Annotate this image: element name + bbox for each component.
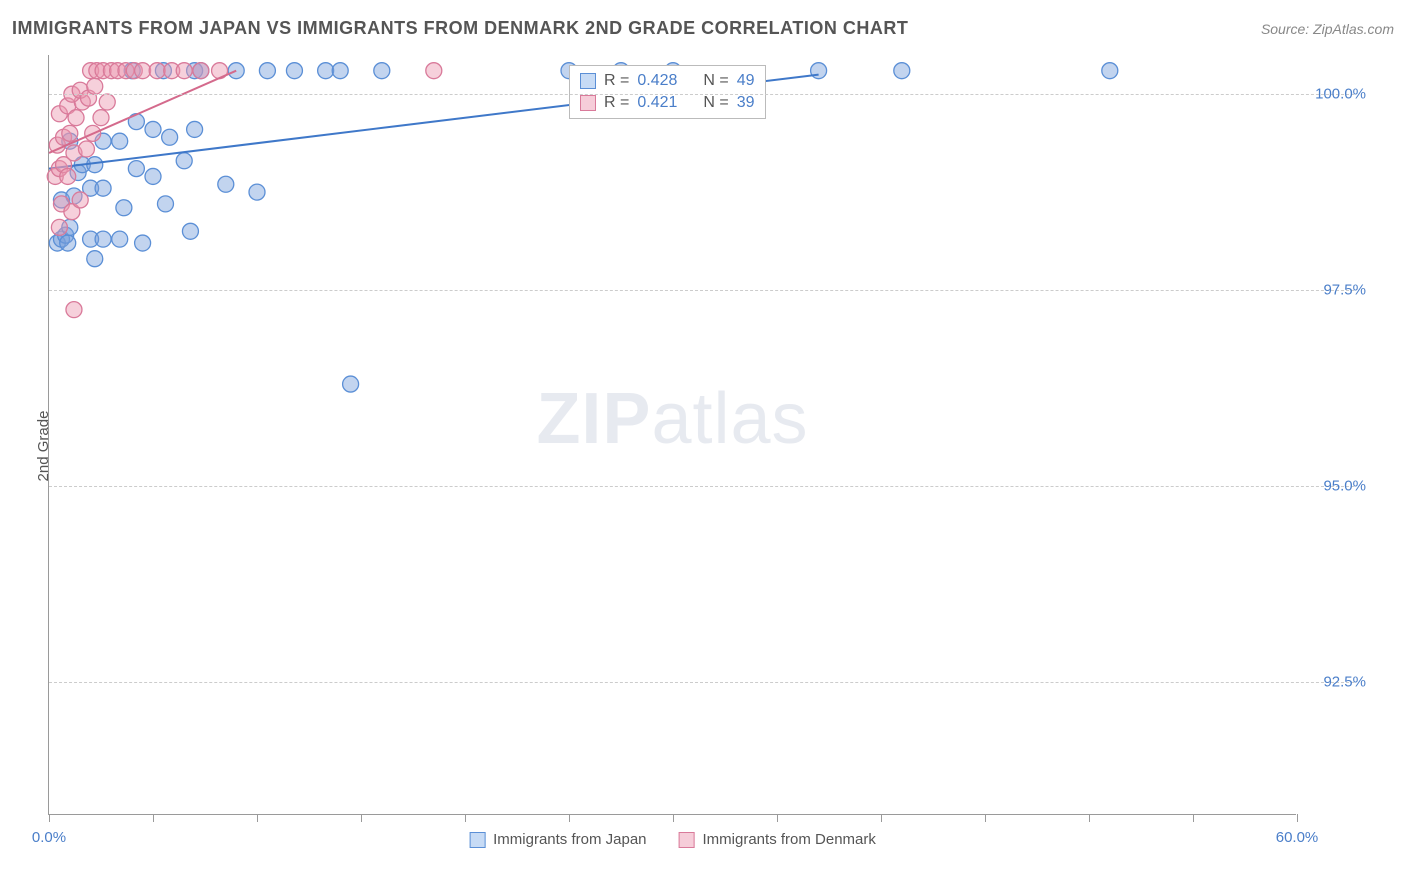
x-tick — [881, 814, 882, 822]
x-tick — [49, 814, 50, 822]
scatter-point-japan — [112, 133, 128, 149]
y-tick-label: 97.5% — [1304, 282, 1366, 299]
y-tick-label: 95.0% — [1304, 477, 1366, 494]
y-tick-label: 92.5% — [1304, 673, 1366, 690]
scatter-point-japan — [374, 63, 390, 79]
x-tick — [985, 814, 986, 822]
x-tick-label: 0.0% — [32, 829, 66, 846]
plot-area: ZIPatlas R = 0.428N = 49R = 0.421N = 39 … — [48, 55, 1296, 815]
scatter-point-denmark — [99, 94, 115, 110]
scatter-point-japan — [145, 121, 161, 137]
x-tick-label: 60.0% — [1276, 829, 1319, 846]
stats-swatch-denmark — [580, 95, 596, 111]
scatter-point-denmark — [62, 125, 78, 141]
x-tick — [569, 814, 570, 822]
scatter-point-japan — [187, 121, 203, 137]
scatter-point-japan — [135, 235, 151, 251]
scatter-point-denmark — [149, 63, 165, 79]
scatter-point-japan — [60, 235, 76, 251]
scatter-point-japan — [145, 168, 161, 184]
scatter-point-denmark — [426, 63, 442, 79]
scatter-point-denmark — [51, 219, 67, 235]
stats-row-japan: R = 0.428N = 49 — [580, 70, 755, 92]
scatter-point-japan — [95, 231, 111, 247]
scatter-point-japan — [157, 196, 173, 212]
scatter-point-japan — [249, 184, 265, 200]
scatter-point-japan — [343, 376, 359, 392]
scatter-point-denmark — [72, 192, 88, 208]
chart-source: Source: ZipAtlas.com — [1261, 21, 1394, 37]
x-tick — [361, 814, 362, 822]
scatter-point-japan — [162, 129, 178, 145]
x-tick — [777, 814, 778, 822]
x-tick — [1297, 814, 1298, 822]
scatter-point-denmark — [60, 168, 76, 184]
legend-label-japan: Immigrants from Japan — [493, 831, 646, 848]
legend-label-denmark: Immigrants from Denmark — [703, 831, 876, 848]
scatter-point-japan — [894, 63, 910, 79]
scatter-point-japan — [218, 176, 234, 192]
x-tick — [673, 814, 674, 822]
scatter-point-japan — [259, 63, 275, 79]
scatter-svg — [49, 55, 1296, 814]
scatter-point-japan — [286, 63, 302, 79]
legend-item-japan: Immigrants from Japan — [469, 831, 646, 848]
gridline-h — [49, 290, 1354, 291]
legend-swatch-denmark — [679, 832, 695, 848]
scatter-point-japan — [87, 251, 103, 267]
scatter-point-japan — [95, 180, 111, 196]
y-tick-label: 100.0% — [1304, 86, 1366, 103]
gridline-h — [49, 486, 1354, 487]
bottom-legend: Immigrants from Japan Immigrants from Den… — [469, 831, 876, 848]
scatter-point-japan — [318, 63, 334, 79]
chart-title: IMMIGRANTS FROM JAPAN VS IMMIGRANTS FROM… — [12, 18, 908, 39]
scatter-point-denmark — [193, 63, 209, 79]
scatter-point-denmark — [135, 63, 151, 79]
stats-row-denmark: R = 0.421N = 39 — [580, 92, 755, 114]
scatter-point-japan — [116, 200, 132, 216]
x-tick — [153, 814, 154, 822]
stats-swatch-japan — [580, 73, 596, 89]
scatter-point-denmark — [78, 141, 94, 157]
x-tick — [1089, 814, 1090, 822]
x-tick — [257, 814, 258, 822]
scatter-point-japan — [176, 153, 192, 169]
scatter-point-denmark — [87, 78, 103, 94]
gridline-h — [49, 94, 1354, 95]
x-tick — [465, 814, 466, 822]
legend-item-denmark: Immigrants from Denmark — [679, 831, 876, 848]
scatter-point-japan — [182, 223, 198, 239]
scatter-point-denmark — [176, 63, 192, 79]
scatter-point-denmark — [68, 110, 84, 126]
scatter-point-japan — [332, 63, 348, 79]
x-tick — [1193, 814, 1194, 822]
scatter-point-denmark — [93, 110, 109, 126]
scatter-point-japan — [128, 161, 144, 177]
scatter-point-denmark — [66, 302, 82, 318]
scatter-point-japan — [1102, 63, 1118, 79]
gridline-h — [49, 682, 1354, 683]
correlation-stats-box: R = 0.428N = 49R = 0.421N = 39 — [569, 65, 766, 119]
scatter-point-japan — [112, 231, 128, 247]
legend-swatch-japan — [469, 832, 485, 848]
